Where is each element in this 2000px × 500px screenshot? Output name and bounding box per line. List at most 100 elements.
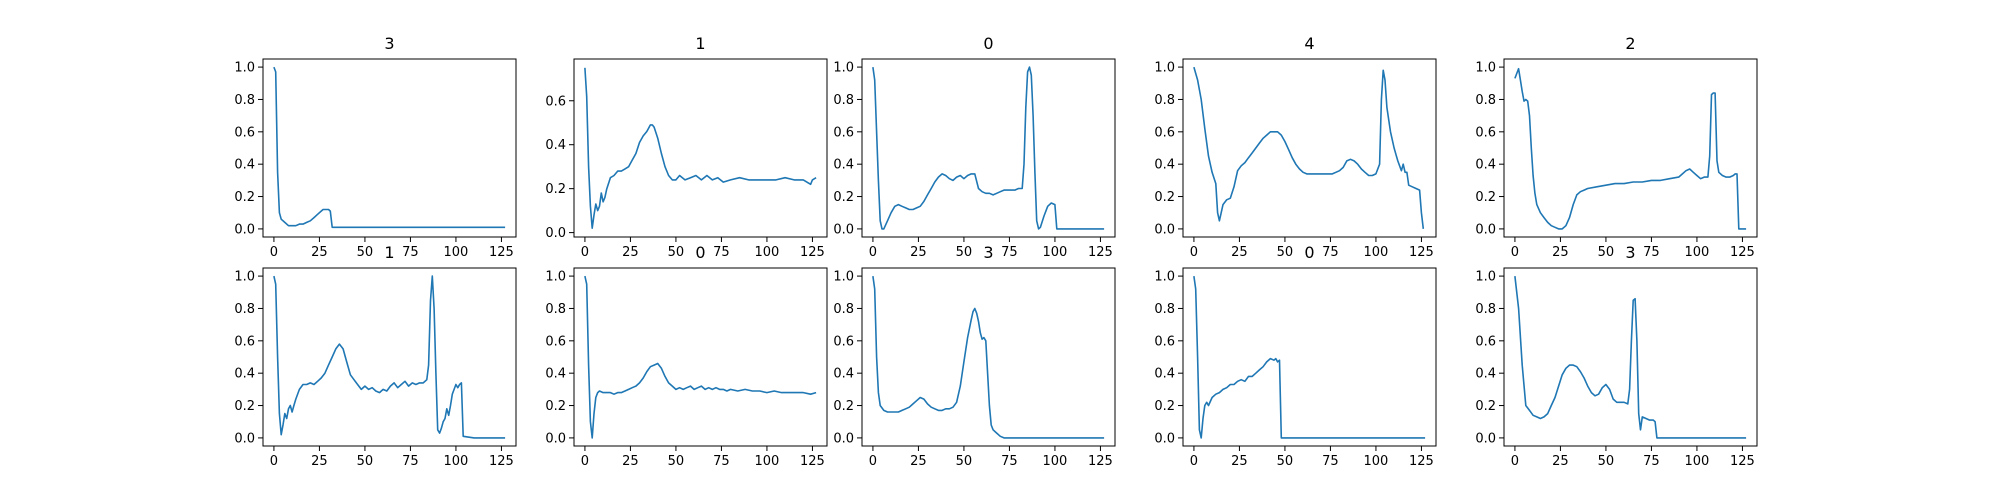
- y-tick-label: 0.2: [234, 399, 255, 414]
- x-tick-label: 75: [1643, 245, 1660, 260]
- x-tick-label: 50: [1277, 245, 1294, 260]
- y-tick-label: 0.2: [1475, 399, 1496, 414]
- x-tick-label: 100: [1364, 454, 1389, 469]
- x-tick-label: 0: [1190, 454, 1198, 469]
- y-tick-label: 1.0: [833, 270, 854, 285]
- y-tick-label: 0.8: [1154, 93, 1175, 108]
- x-tick-label: 125: [1409, 454, 1434, 469]
- y-tick-label: 0.2: [1475, 190, 1496, 205]
- x-tick-label: 25: [1552, 245, 1569, 260]
- y-tick-label: 1.0: [1475, 61, 1496, 76]
- series-line: [273, 66, 506, 229]
- x-tick-label: 125: [1730, 245, 1755, 260]
- y-tick-label: 0.6: [545, 94, 566, 109]
- x-tick-label: 75: [1643, 454, 1660, 469]
- x-tick-label: 100: [444, 454, 469, 469]
- x-tick-label: 0: [581, 454, 589, 469]
- y-tick-label: 0.6: [1475, 125, 1496, 140]
- y-tick-label: 1.0: [1154, 61, 1175, 76]
- x-tick-label: 100: [1685, 245, 1710, 260]
- series-line: [872, 275, 1105, 439]
- x-tick-label: 50: [668, 454, 685, 469]
- x-tick-label: 125: [1730, 454, 1755, 469]
- y-tick-label: 0.4: [545, 138, 566, 153]
- x-tick-label: 50: [357, 454, 374, 469]
- y-tick-label: 0.2: [545, 399, 566, 414]
- y-tick-label: 0.0: [234, 222, 255, 237]
- x-tick-label: 125: [1088, 245, 1113, 260]
- x-tick-label: 50: [956, 454, 973, 469]
- x-tick-label: 50: [956, 245, 973, 260]
- x-tick-label: 100: [1364, 245, 1389, 260]
- series-line: [1514, 67, 1747, 230]
- subplot-title: 0: [983, 34, 993, 53]
- x-tick-label: 50: [1277, 454, 1294, 469]
- y-tick-label: 1.0: [1154, 270, 1175, 285]
- x-tick-label: 25: [1552, 454, 1569, 469]
- x-tick-label: 75: [1322, 454, 1339, 469]
- y-tick-label: 0.4: [1154, 367, 1175, 382]
- y-tick-label: 0.0: [545, 226, 566, 241]
- subplot-title: 3: [1625, 243, 1635, 262]
- y-tick-label: 0.4: [833, 158, 854, 173]
- y-tick-label: 0.6: [833, 334, 854, 349]
- x-tick-label: 0: [1511, 245, 1519, 260]
- x-tick-label: 25: [1231, 245, 1248, 260]
- y-tick-label: 0.8: [1475, 93, 1496, 108]
- x-tick-label: 25: [311, 454, 328, 469]
- y-tick-label: 0.8: [1154, 302, 1175, 317]
- y-tick-label: 0.2: [833, 190, 854, 205]
- axes-frame: [262, 267, 517, 447]
- series-line: [584, 275, 817, 439]
- x-tick-label: 0: [869, 454, 877, 469]
- subplot-title: 0: [1304, 243, 1314, 262]
- y-tick-label: 0.0: [545, 431, 566, 446]
- axes-frame: [861, 267, 1116, 447]
- axes-frame: [573, 267, 828, 447]
- subplot-title: 3: [983, 243, 993, 262]
- x-tick-label: 75: [1001, 245, 1018, 260]
- subplot-title: 2: [1625, 34, 1635, 53]
- series-line: [584, 67, 817, 229]
- series-line: [872, 66, 1105, 230]
- x-tick-label: 50: [357, 245, 374, 260]
- x-tick-label: 0: [581, 245, 589, 260]
- subplot-5: 2 0 25 50 75 100 125 0.0 0.2 0.4 0.6 0.8 1.0: [1475, 34, 1758, 260]
- y-tick-label: 0.2: [1154, 190, 1175, 205]
- x-tick-label: 25: [622, 245, 639, 260]
- subplot-4: 4 0 25 50 75 100 125 0.0 0.2 0.4 0.6 0.8 1.0: [1154, 34, 1437, 260]
- x-tick-label: 100: [755, 454, 780, 469]
- y-tick-label: 0.6: [1154, 125, 1175, 140]
- subplot-10: 3 0 25 50 75 100 125 0.0 0.2 0.4 0.6 0.8 1.0: [1475, 243, 1758, 469]
- x-tick-label: 100: [1043, 245, 1068, 260]
- y-tick-label: 0.6: [833, 125, 854, 140]
- x-tick-label: 25: [311, 245, 328, 260]
- x-tick-label: 50: [668, 245, 685, 260]
- x-tick-label: 75: [1322, 245, 1339, 260]
- series-line: [1514, 276, 1747, 439]
- x-tick-label: 125: [489, 245, 514, 260]
- series-line: [273, 275, 506, 439]
- y-tick-label: 0.4: [234, 367, 255, 382]
- x-tick-label: 125: [800, 454, 825, 469]
- y-tick-label: 0.8: [234, 302, 255, 317]
- subplot-title: 1: [695, 34, 705, 53]
- y-tick-label: 0.8: [545, 302, 566, 317]
- subplot-2: 1 0 25 50 75 100 125 0.0 0.2 0.4 0.6: [545, 34, 828, 260]
- y-tick-label: 0.6: [234, 334, 255, 349]
- y-tick-label: 0.0: [1475, 222, 1496, 237]
- subplot-title: 1: [384, 243, 394, 262]
- subplot-title: 0: [695, 243, 705, 262]
- y-tick-label: 0.8: [833, 93, 854, 108]
- y-tick-label: 0.2: [1154, 399, 1175, 414]
- y-tick-label: 1.0: [234, 270, 255, 285]
- axes-frame: [1503, 267, 1758, 447]
- axes-frame: [1182, 267, 1437, 447]
- axes-frame: [1182, 58, 1437, 238]
- x-tick-label: 75: [713, 454, 730, 469]
- x-tick-label: 75: [402, 245, 419, 260]
- x-tick-label: 100: [1685, 454, 1710, 469]
- y-tick-label: 0.4: [833, 367, 854, 382]
- subplot-7: 0 0 25 50 75 100 125 0.0 0.2 0.4 0.6 0.8 1.0: [545, 243, 828, 469]
